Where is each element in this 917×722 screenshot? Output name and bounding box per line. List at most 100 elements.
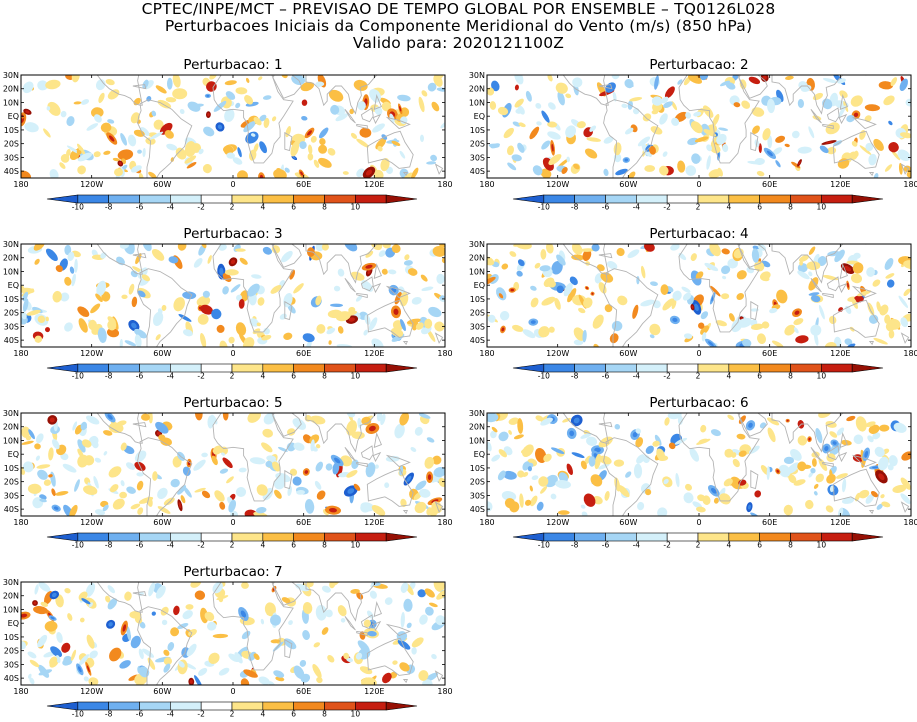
longitude-label: 60W: [619, 349, 637, 358]
latitude-label: EQ: [474, 281, 485, 290]
valid-date: Valido para: 2020121100Z: [352, 34, 565, 52]
longitude-label: 60W: [619, 518, 637, 527]
longitude-label: 0: [696, 349, 701, 358]
main-title: CPTEC/INPE/MCT – PREVISAO DE TEMPO GLOBA…: [141, 0, 776, 18]
longitude-label: 180: [479, 349, 494, 358]
latitude-label: 40S: [4, 336, 19, 345]
colorbar-label: -2: [197, 203, 205, 212]
colorbar-label: 8: [788, 203, 793, 212]
colorbar-label: -8: [105, 372, 113, 381]
colorbar-label: -10: [72, 710, 84, 719]
colorbar-label: 2: [230, 372, 235, 381]
latitude-label: 20S: [4, 140, 19, 149]
colorbar: -10 -8 -6 -4 -2 2 4 6 8 10: [46, 532, 418, 550]
longitude-label: 180: [479, 180, 494, 189]
latitude-label: 30S: [4, 660, 19, 669]
colorbar-label: -4: [633, 372, 641, 381]
latitude-label: 40S: [4, 674, 19, 683]
colorbar-label: 6: [757, 372, 762, 381]
latitude-label: EQ: [8, 281, 19, 290]
colorbar-label: -10: [72, 541, 84, 550]
latitude-label: 30S: [470, 491, 485, 500]
longitude-label: 60E: [762, 180, 777, 189]
latitude-label: 20S: [4, 309, 19, 318]
panel-title: Perturbacao: 2: [649, 57, 749, 73]
longitude-label: 180: [437, 518, 452, 527]
latitude-label: 40S: [4, 505, 19, 514]
longitude-label: 180: [437, 349, 452, 358]
longitude-label: 0: [230, 518, 235, 527]
colorbar-label: 10: [351, 372, 361, 381]
colorbar-label: -6: [602, 541, 610, 550]
colorbar-label: 4: [260, 541, 265, 550]
colorbar-label: -8: [571, 372, 579, 381]
colorbar-label: -8: [571, 541, 579, 550]
colorbar-label: 2: [230, 203, 235, 212]
colorbar-label: -2: [197, 541, 205, 550]
latitude-label: 10N: [3, 267, 19, 276]
panel-title: Perturbacao: 5: [183, 395, 283, 411]
colorbar-label: 6: [291, 541, 296, 550]
colorbar-label: 8: [788, 372, 793, 381]
colorbar-label: 8: [322, 710, 327, 719]
latitude-label: 20S: [4, 478, 19, 487]
colorbar-label: -2: [197, 710, 205, 719]
latitude-label: 30N: [3, 409, 19, 418]
longitude-label: 120E: [364, 687, 384, 696]
latitude-label: 20N: [469, 423, 485, 432]
longitude-label: 60W: [153, 518, 171, 527]
colorbar-label: 2: [696, 372, 701, 381]
latitude-label: 10S: [470, 464, 485, 473]
panel-title: Perturbacao: 3: [183, 226, 283, 242]
latitude-label: 40S: [4, 167, 19, 176]
longitude-label: 0: [696, 518, 701, 527]
latitude-label: 30S: [4, 322, 19, 331]
variable-subtitle: Perturbacoes Iniciais da Componente Meri…: [164, 17, 753, 35]
colorbar-label: 8: [322, 541, 327, 550]
wind-map: 30N 20N 10N EQ 10S 20S 30S 40S 180 120W 60W 0 60E 120…: [3, 578, 453, 719]
colorbar-label: 2: [230, 710, 235, 719]
longitude-label: 120W: [80, 180, 103, 189]
latitude-label: 30N: [3, 71, 19, 80]
colorbar-label: -6: [136, 710, 144, 719]
colorbar-label: 6: [757, 203, 762, 212]
colorbar-label: -10: [538, 372, 550, 381]
latitude-label: 10N: [469, 436, 485, 445]
longitude-label: 180: [437, 687, 452, 696]
perturbation-panel: 30N 20N 10N EQ 10S 20S 30S 40S 180 120W 60W 0 60E 120…: [469, 395, 917, 553]
colorbar-label: -6: [602, 372, 610, 381]
longitude-label: 120W: [80, 518, 103, 527]
colorbar: -10 -8 -6 -4 -2 2 4 6 8 10: [46, 701, 418, 719]
wind-map: 30N 20N 10N EQ 10S 20S 30S 40S 180 120W 60W 0 60E 120…: [469, 240, 917, 381]
latitude-label: 10S: [4, 633, 19, 642]
longitude-label: 0: [696, 180, 701, 189]
latitude-label: 20N: [469, 254, 485, 263]
latitude-label: 20N: [3, 423, 19, 432]
colorbar-label: 10: [351, 203, 361, 212]
wind-map: 30N 20N 10N EQ 10S 20S 30S 40S 180 120W 60W 0 60E 120…: [3, 409, 453, 550]
longitude-label: 0: [230, 349, 235, 358]
latitude-label: 30S: [470, 322, 485, 331]
latitude-label: EQ: [474, 112, 485, 121]
colorbar-label: 6: [757, 541, 762, 550]
latitude-label: 40S: [470, 336, 485, 345]
panel-title: Perturbacao: 6: [649, 395, 749, 411]
latitude-label: 20S: [4, 647, 19, 656]
colorbar-label: 8: [788, 541, 793, 550]
longitude-label: 60E: [762, 349, 777, 358]
colorbar-label: 6: [291, 710, 296, 719]
colorbar-label: 4: [726, 372, 731, 381]
longitude-label: 60E: [296, 180, 311, 189]
longitude-label: 180: [903, 518, 917, 527]
colorbar-label: 4: [726, 203, 731, 212]
colorbar-label: 6: [291, 203, 296, 212]
perturbation-panel: 30N 20N 10N EQ 10S 20S 30S 40S 180 120W 60W 0 60E 120…: [3, 226, 463, 384]
colorbar: -10 -8 -6 -4 -2 2 4 6 8 10: [46, 194, 418, 212]
colorbar-label: -10: [72, 372, 84, 381]
longitude-label: 120E: [830, 180, 850, 189]
latitude-label: EQ: [8, 112, 19, 121]
longitude-label: 60W: [153, 687, 171, 696]
longitude-label: 120W: [546, 349, 569, 358]
latitude-label: 20N: [3, 254, 19, 263]
colorbar-label: -4: [167, 710, 175, 719]
